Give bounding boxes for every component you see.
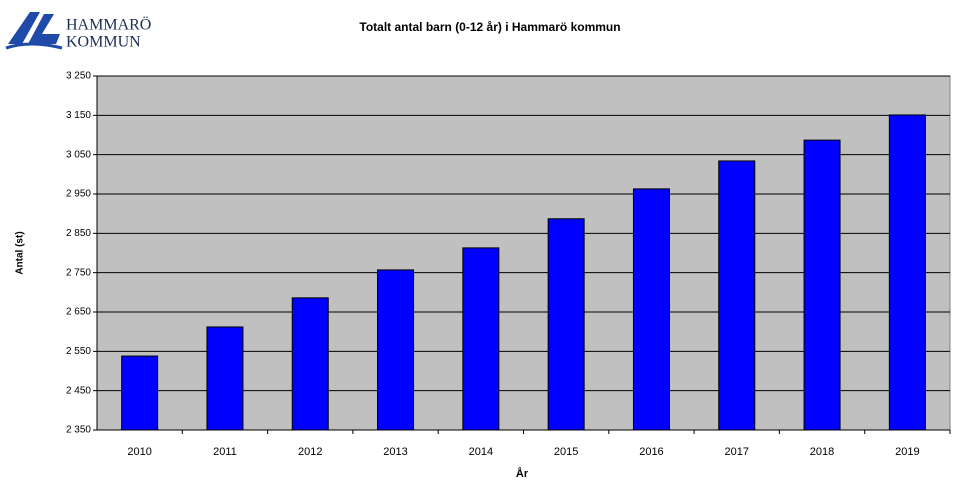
x-tick-label: 2010 <box>127 446 151 458</box>
bar <box>291 297 329 431</box>
bar <box>206 326 244 431</box>
bar <box>632 188 670 431</box>
y-axis-label: Antal (st) <box>15 231 26 274</box>
y-tick-label: 3 050 <box>66 149 91 160</box>
y-tick-label: 2 350 <box>66 425 91 436</box>
x-tick-label: 2015 <box>554 446 578 458</box>
bar <box>718 160 756 431</box>
x-tick-label: 2014 <box>469 446 493 458</box>
logo-text: KOMMUN <box>66 34 141 51</box>
bar <box>888 114 926 431</box>
bar <box>121 355 159 431</box>
logo-shape <box>8 12 40 44</box>
x-tick-label: 2013 <box>383 446 407 458</box>
y-tick-label: 3 250 <box>66 71 91 82</box>
x-tick-label: 2016 <box>639 446 663 458</box>
y-tick-label: 2 650 <box>66 307 91 318</box>
x-tick-label: 2018 <box>810 446 834 458</box>
x-tick-label: 2019 <box>895 446 919 458</box>
bar <box>377 269 415 431</box>
x-tick-label: 2017 <box>725 446 749 458</box>
y-tick-label: 3 150 <box>66 110 91 121</box>
y-tick-label: 2 550 <box>66 346 91 357</box>
logo-wave <box>5 42 63 50</box>
chart-title: Totalt antal barn (0-12 år) i Hammarö ko… <box>359 20 620 34</box>
y-tick-label: 2 450 <box>66 385 91 396</box>
y-tick-label: 2 950 <box>66 189 91 200</box>
logo-text: HAMMARÖ <box>66 16 151 34</box>
bar <box>462 247 500 431</box>
x-tick-label: 2012 <box>298 446 322 458</box>
x-tick-label: 2011 <box>213 446 237 458</box>
logo: HAMMARÖ KOMMUN <box>5 12 151 51</box>
x-axis-label: År <box>516 467 529 480</box>
y-tick-label: 2 750 <box>66 267 91 278</box>
bar <box>547 218 585 431</box>
bar <box>803 139 841 431</box>
y-tick-label: 2 850 <box>66 228 91 239</box>
logo-shape <box>28 14 60 44</box>
